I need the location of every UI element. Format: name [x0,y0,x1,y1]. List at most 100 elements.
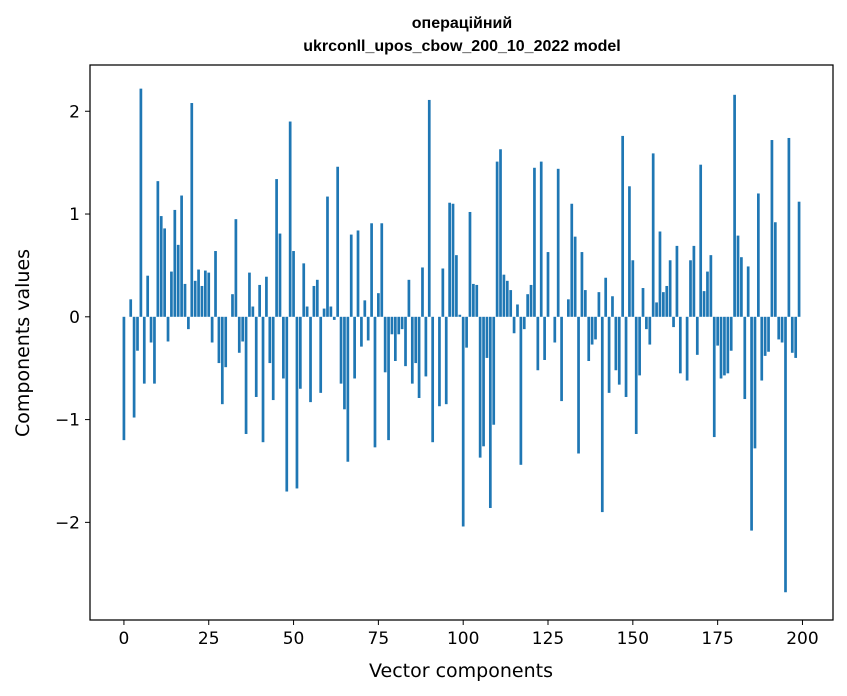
bar [427,99,431,317]
bar [271,316,275,401]
bar [349,234,353,317]
bar [692,245,696,317]
bar [597,292,601,317]
bar [709,255,713,317]
bar [244,316,248,434]
bar [407,279,411,317]
bar [512,316,516,334]
bar [142,316,146,384]
bar [638,316,641,376]
bar [777,316,781,340]
bars-group [122,88,801,593]
bar [468,211,472,317]
bar [302,263,306,317]
bar [590,316,594,345]
bar [207,272,211,317]
bar [543,316,546,360]
bar [268,316,272,364]
bar [251,306,255,317]
bar [390,316,394,335]
bar [298,316,302,389]
bar [410,316,414,384]
bar [149,316,153,343]
bar [672,316,675,328]
bar [529,284,533,317]
bar [258,284,261,317]
bar [485,316,489,358]
bar [797,201,801,317]
bar [706,271,709,317]
bar [567,299,570,317]
x-axis-ticks: 0 25 50 75 100 125 150 175 200 [119,620,819,649]
bar [699,164,703,317]
bar [329,306,333,317]
plot-frame [89,64,834,621]
bar [539,161,543,317]
bar [210,316,214,343]
bar [478,316,482,458]
y-tick-label: −2 [55,513,80,533]
bar [641,288,645,317]
bar [570,203,574,317]
bar [465,316,468,348]
bar [248,272,251,317]
x-tick-label: 175 [701,629,733,649]
bar [275,179,278,317]
bar [655,302,658,317]
bar [505,280,509,317]
bar [560,316,563,402]
bar [780,316,784,343]
bar [702,291,706,317]
bar [787,137,791,317]
bar [784,316,787,593]
bar [180,195,183,317]
bar [577,316,580,454]
bar [685,316,689,381]
bar [607,316,611,393]
bar [628,186,631,317]
bar [431,316,435,443]
bar [600,316,604,513]
bar [197,269,200,317]
bar [309,316,312,403]
bar [265,276,268,317]
bar [733,94,736,317]
bar [377,293,380,317]
bar [363,300,367,317]
x-tick-label: 75 [368,629,390,649]
bar [587,316,591,361]
bar [757,193,760,317]
x-tick-label: 100 [447,629,479,649]
bar [360,316,363,347]
bar [315,279,319,317]
bar [553,316,557,343]
bar [763,316,767,356]
bar [611,296,614,317]
bar [492,316,496,425]
y-tick-label: 2 [69,102,80,122]
bar [726,316,730,374]
y-tick-label: −1 [55,411,80,431]
bar [203,270,207,317]
x-tick-label: 0 [119,629,130,649]
bar [583,290,587,317]
bar [502,274,506,317]
bar [451,203,455,317]
bar [173,209,177,317]
bar [750,316,753,531]
bar [712,316,716,438]
y-axis-label: Components values [12,249,34,437]
bar [509,290,513,317]
bar [695,316,699,355]
bar [519,316,523,465]
bar [719,316,723,379]
bar [336,166,340,317]
x-tick-label: 25 [198,629,220,649]
bar [729,316,733,351]
bar [237,316,241,353]
bar [292,251,295,317]
bar [353,316,356,379]
bar [187,316,190,330]
bar [499,149,502,317]
bar [621,135,625,317]
